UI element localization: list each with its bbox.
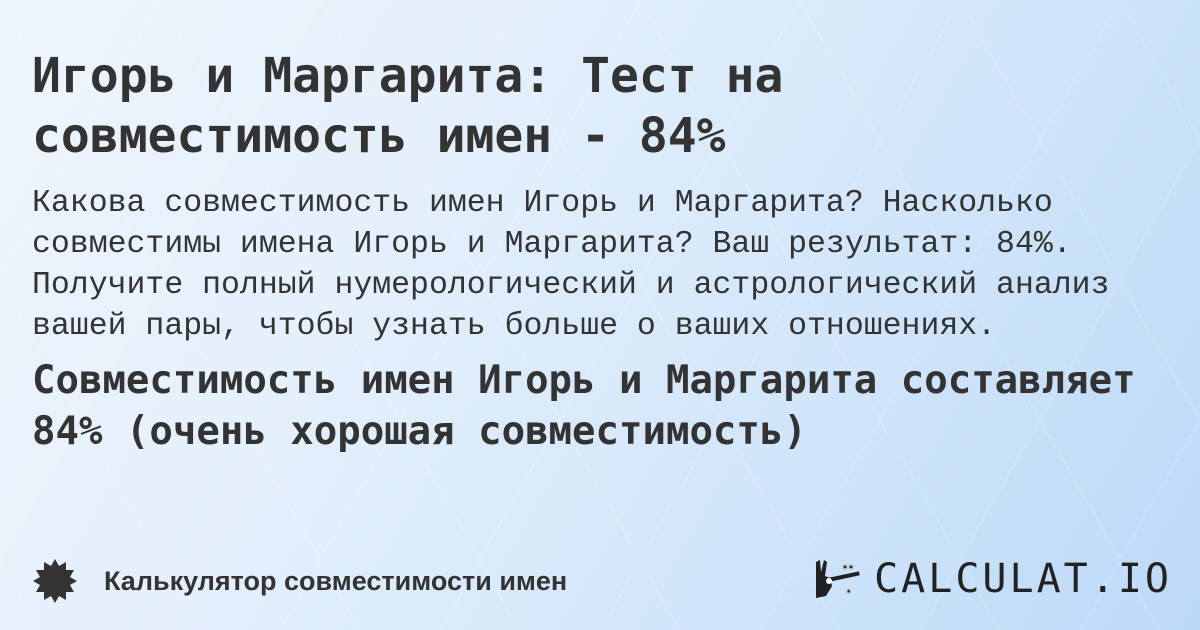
svg-text:✶: ✶	[846, 587, 852, 597]
svg-text:✶✶: ✶✶	[842, 562, 854, 573]
result-text: Совместимость имен Игорь и Маргарита сос…	[32, 358, 1136, 454]
footer: Калькулятор совместимости имен	[32, 558, 567, 604]
page-title: Игорь и Маргарита: Тест на совместимость…	[32, 48, 784, 164]
magic-hand-icon: ✶✶ ✶	[816, 560, 860, 598]
calculat-io-logo[interactable]: ✶✶ ✶ CALCULAT.IO	[812, 556, 1172, 602]
badge-icon	[33, 559, 77, 603]
description: Какова совместимость имен Игорь и Маргар…	[32, 186, 1110, 344]
calculator-link[interactable]: Калькулятор совместимости имен	[104, 565, 568, 596]
